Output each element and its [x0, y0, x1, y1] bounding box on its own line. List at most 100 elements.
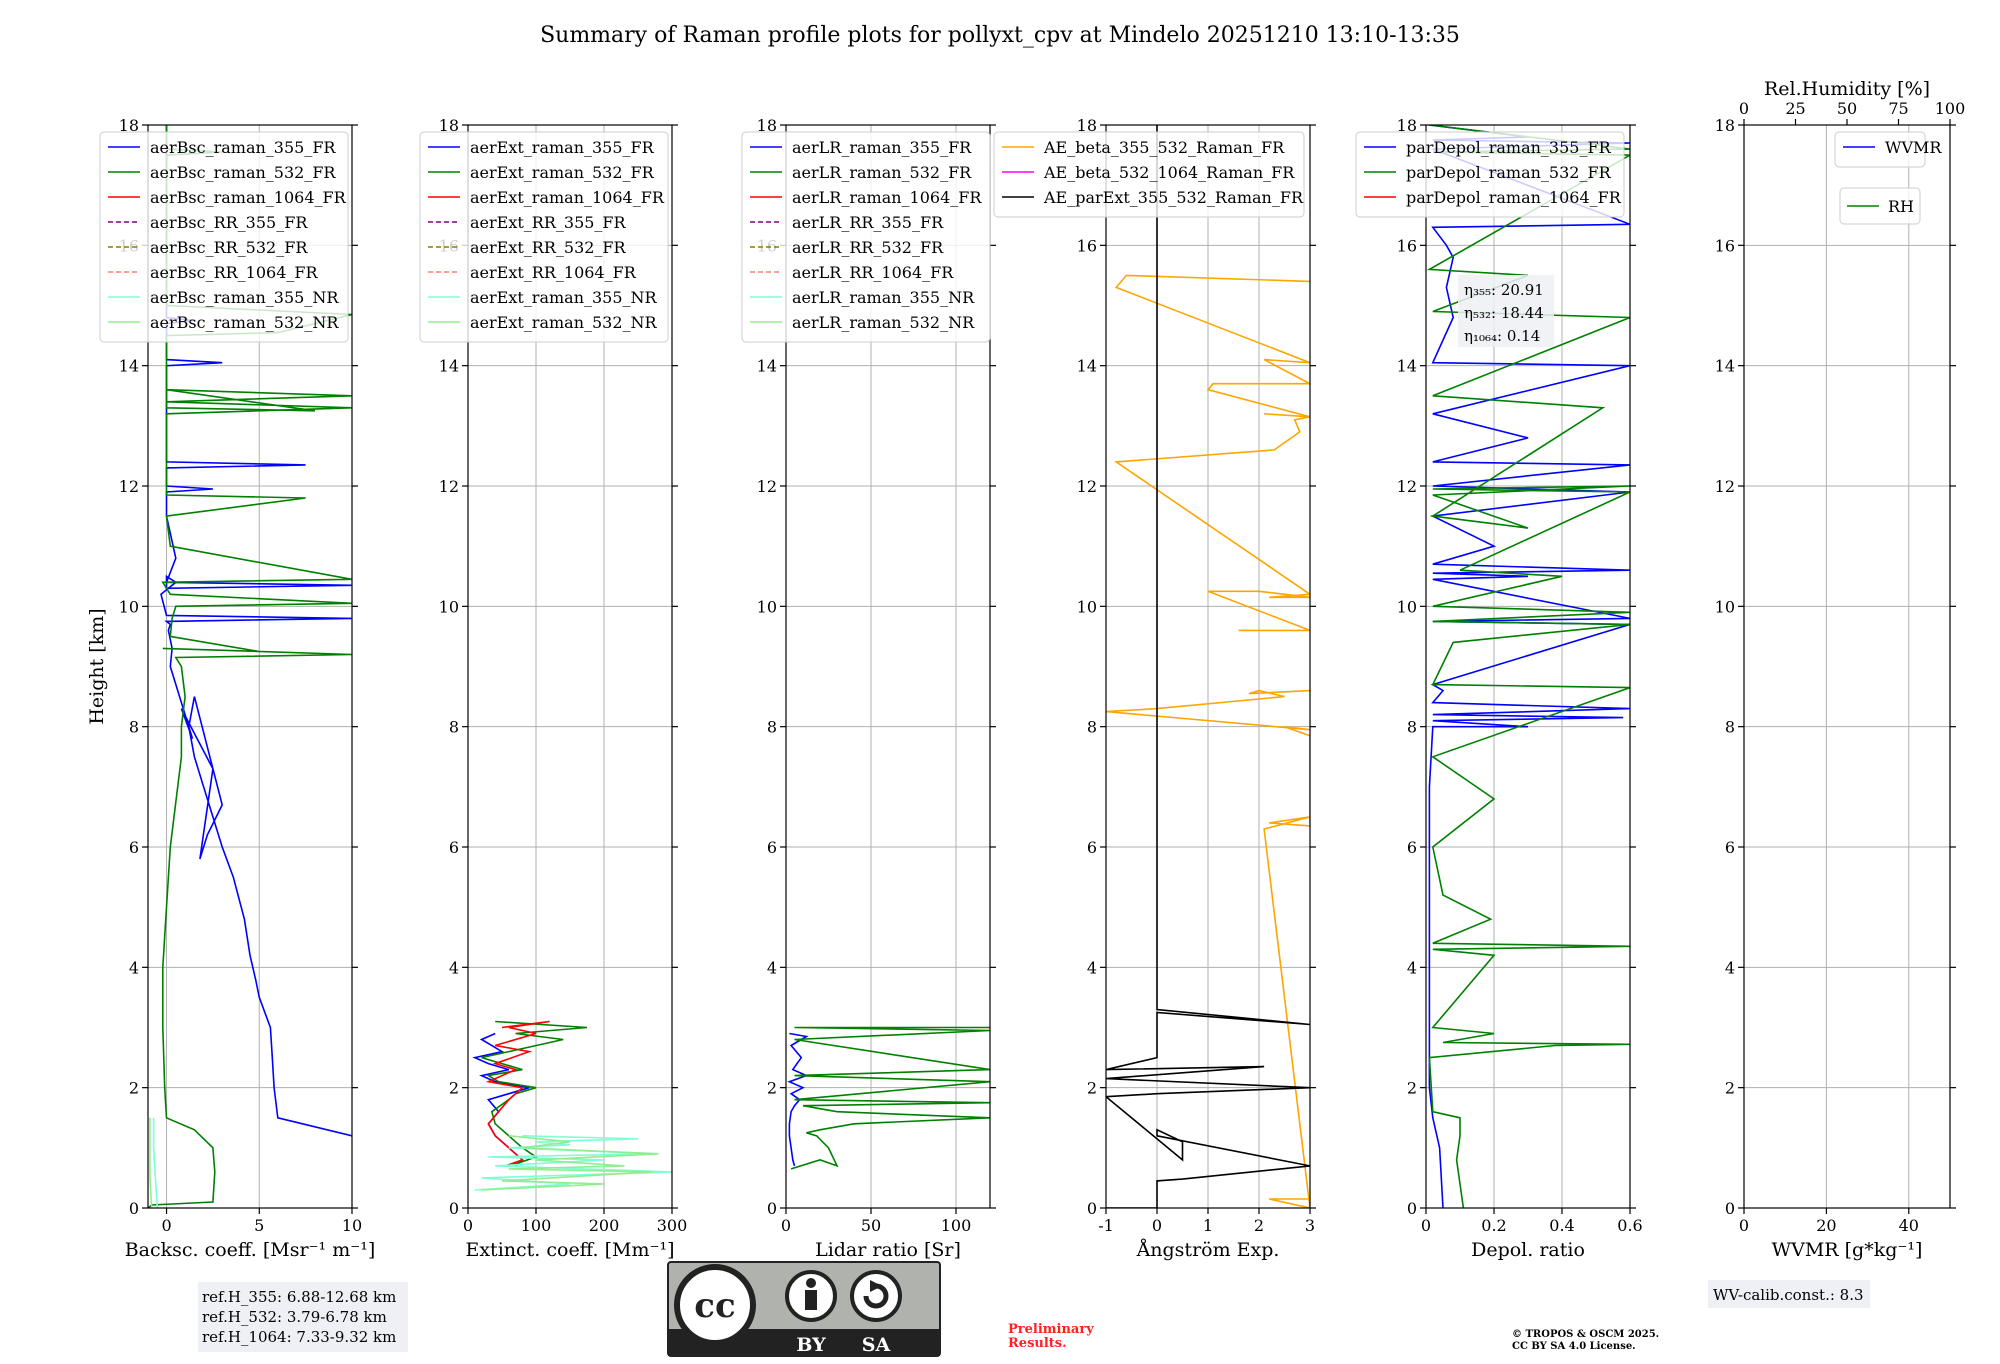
ytick-label: 6 [1407, 838, 1417, 857]
legend-entry: aerLR_raman_355_FR [792, 138, 972, 157]
legend-entry: aerExt_raman_532_NR [470, 313, 658, 332]
ytick-label: 0 [129, 1199, 139, 1218]
ytick-label: 18 [1077, 116, 1097, 135]
share-alike-icon [850, 1270, 902, 1322]
ytick-label: 18 [1397, 116, 1417, 135]
xtick-label: 0 [1152, 1216, 1162, 1235]
legend-entry: aerBsc_raman_355_FR [150, 138, 336, 157]
legend-entry: aerBsc_raman_1064_FR [150, 188, 347, 207]
xtick-label: 0 [1739, 1216, 1749, 1235]
copyright-line-1: © TROPOS & OSCM 2025. [1512, 1329, 1659, 1340]
xtick-label: 100 [941, 1216, 972, 1235]
legend2-entry: RH [1888, 197, 1914, 216]
ytick-label: 16 [1715, 236, 1735, 255]
xtick-label: 0.2 [1481, 1216, 1506, 1235]
ytick-label: 4 [767, 958, 777, 977]
annotation-text: ref.H_355: 6.88-12.68 km [202, 1288, 396, 1306]
legend-entry: aerBsc_raman_532_FR [150, 163, 336, 182]
xtick-label: 40 [1899, 1216, 1919, 1235]
ytick-label: 10 [757, 597, 777, 616]
x-axis-label: Depol. ratio [1471, 1239, 1585, 1261]
axes-frame [147, 124, 353, 1209]
series-line-aerExt_raman_532_FR [481, 1020, 588, 1167]
ytick-label: 14 [1397, 357, 1417, 376]
legend-entry: aerLR_RR_1064_FR [792, 263, 954, 282]
xtick-label: -1 [1098, 1216, 1114, 1235]
xtick-label: 1 [1203, 1216, 1213, 1235]
annotation-box [1708, 1280, 1870, 1308]
legend-entry: aerLR_raman_532_FR [792, 163, 972, 182]
panel-bsc: 0246810121416180510Backsc. coeff. [Msr⁻¹… [86, 116, 408, 1352]
legend-entry: aerExt_raman_355_FR [470, 138, 655, 157]
x2tick-label: 100 [1935, 99, 1966, 118]
ytick-label: 4 [1087, 958, 1097, 977]
legend: aerLR_raman_355_FR aerLR_raman_532_FR aerL… [741, 131, 991, 343]
x2tick-label: 75 [1888, 99, 1908, 118]
ytick-label: 8 [1725, 718, 1735, 737]
cc-sa-label: SA [862, 1334, 891, 1356]
legend-box [99, 131, 349, 343]
annotation-text: η₅₃₂: 18.44 [1464, 304, 1544, 322]
legend-box [1834, 131, 1926, 168]
xtick-label: 20 [1816, 1216, 1836, 1235]
ytick-label: 6 [1087, 838, 1097, 857]
ytick-label: 10 [1715, 597, 1735, 616]
preliminary-label-2: Results. [1008, 1336, 1067, 1351]
ytick-label: 6 [767, 838, 777, 857]
xtick-label: 0 [1421, 1216, 1431, 1235]
x2tick-label: 50 [1837, 99, 1857, 118]
axes-frame [785, 124, 991, 1209]
xtick-label: 200 [589, 1216, 620, 1235]
legend-entry: aerExt_raman_532_FR [470, 163, 655, 182]
legend-entry: aerExt_RR_1064_FR [470, 263, 637, 282]
ytick-label: 4 [129, 958, 139, 977]
cc-by-label: BY [796, 1334, 826, 1356]
series-group [1106, 125, 1310, 1208]
ytick-label: 2 [449, 1079, 459, 1098]
ytick-label: 4 [449, 958, 459, 977]
ytick-label: 2 [129, 1079, 139, 1098]
ytick-label: 12 [119, 477, 139, 496]
x2tick-label: 0 [1739, 99, 1749, 118]
legend-entry: parDepol_raman_1064_FR [1406, 188, 1622, 207]
axes-frame [467, 124, 673, 1209]
ytick-label: 2 [1087, 1079, 1097, 1098]
ytick-label: 6 [1725, 838, 1735, 857]
ytick-label: 0 [767, 1199, 777, 1218]
x-axis-label: Ångström Exp. [1136, 1239, 1280, 1261]
ytick-label: 8 [767, 718, 777, 737]
legend-entry: aerLR_raman_355_NR [792, 288, 975, 307]
legend-box [741, 131, 991, 343]
x-axis-label: Backsc. coeff. [Msr⁻¹ m⁻¹] [125, 1239, 376, 1261]
y-axis-label: Height [km] [86, 608, 108, 724]
series-line-aerBsc_raman_355_FR [160, 125, 352, 1137]
ytick-label: 0 [1087, 1199, 1097, 1218]
legend: parDepol_raman_355_FR parDepol_raman_532_… [1355, 131, 1625, 218]
x-axis-label: WVMR [g*kg⁻¹] [1772, 1239, 1923, 1261]
ytick-label: 2 [1407, 1079, 1417, 1098]
series-line-aerBsc_raman_532_NR [149, 1117, 153, 1208]
legend-entry: AE_beta_532_1064_Raman_FR [1043, 163, 1295, 182]
legend-entry: aerBsc_raman_532_NR [150, 313, 339, 332]
ytick-label: 12 [439, 477, 459, 496]
legend-entry: aerLR_RR_532_FR [792, 238, 944, 257]
series-line-aerExt_raman_532_NR [481, 1135, 659, 1191]
panel-ext: 0246810121416180100200300Extinct. coeff.… [419, 116, 687, 1261]
copyright-line-2: CC BY SA 4.0 License. [1512, 1341, 1636, 1352]
xtick-label: 0 [781, 1216, 791, 1235]
ytick-label: 10 [439, 597, 459, 616]
x-axis-label: Lidar ratio [Sr] [815, 1239, 961, 1261]
legend-entry: aerLR_raman_532_NR [792, 313, 975, 332]
axes-frame [1743, 124, 1951, 1209]
xtick-label: 3 [1305, 1216, 1315, 1235]
series-group [148, 125, 352, 1208]
ytick-label: 6 [449, 838, 459, 857]
series-line-aerLR_raman_532_FR [790, 1026, 990, 1170]
legend-box [419, 131, 669, 343]
series-line-aerBsc_raman_355_NR [152, 1117, 159, 1208]
ytick-label: 10 [1077, 597, 1097, 616]
series-line-aerExt_raman_1064_FR [485, 1020, 550, 1167]
